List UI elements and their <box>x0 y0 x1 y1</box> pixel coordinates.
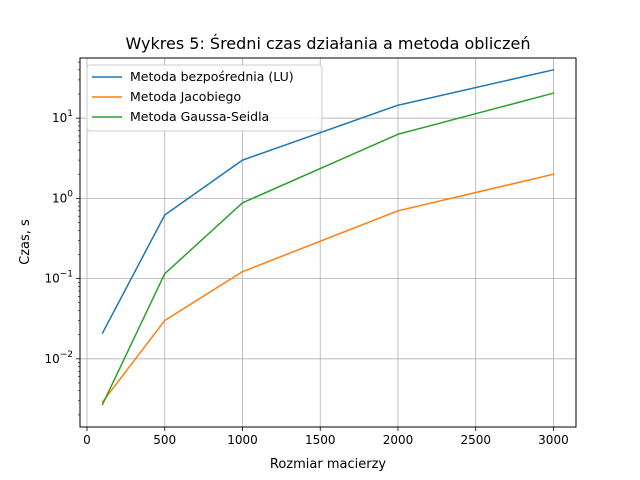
y-tick-label: 10−1 <box>44 270 73 286</box>
plot-area <box>79 57 577 428</box>
y-tick-label: 101 <box>52 109 73 125</box>
legend-label: Metoda Gaussa-Seidla <box>130 109 269 124</box>
x-tick-label: 2500 <box>460 433 491 447</box>
x-tick-label: 3000 <box>538 433 569 447</box>
x-tick-label: 1000 <box>227 433 258 447</box>
x-tick-label: 2000 <box>383 433 414 447</box>
x-axis-label: Rozmiar macierzy <box>270 457 387 472</box>
x-tick-label: 1500 <box>305 433 336 447</box>
y-axis-label: Czas, s <box>18 219 33 265</box>
legend-label: Metoda bezpośrednia (LU) <box>130 69 294 84</box>
chart-title: Wykres 5: Średni czas działania a metoda… <box>126 34 531 53</box>
series-line-2 <box>101 173 555 403</box>
x-tick-label: 500 <box>153 433 176 447</box>
legend-label: Metoda Jacobiego <box>130 89 241 104</box>
legend: Metoda bezpośrednia (LU) Metoda Jacobiego… <box>86 64 323 132</box>
y-tick-label: 10−2 <box>44 350 73 366</box>
series-line-3 <box>101 92 555 406</box>
y-tick-label: 100 <box>52 189 73 205</box>
x-tick-label: 0 <box>83 433 91 447</box>
series-line-1 <box>101 68 555 334</box>
legend-box <box>86 64 323 132</box>
